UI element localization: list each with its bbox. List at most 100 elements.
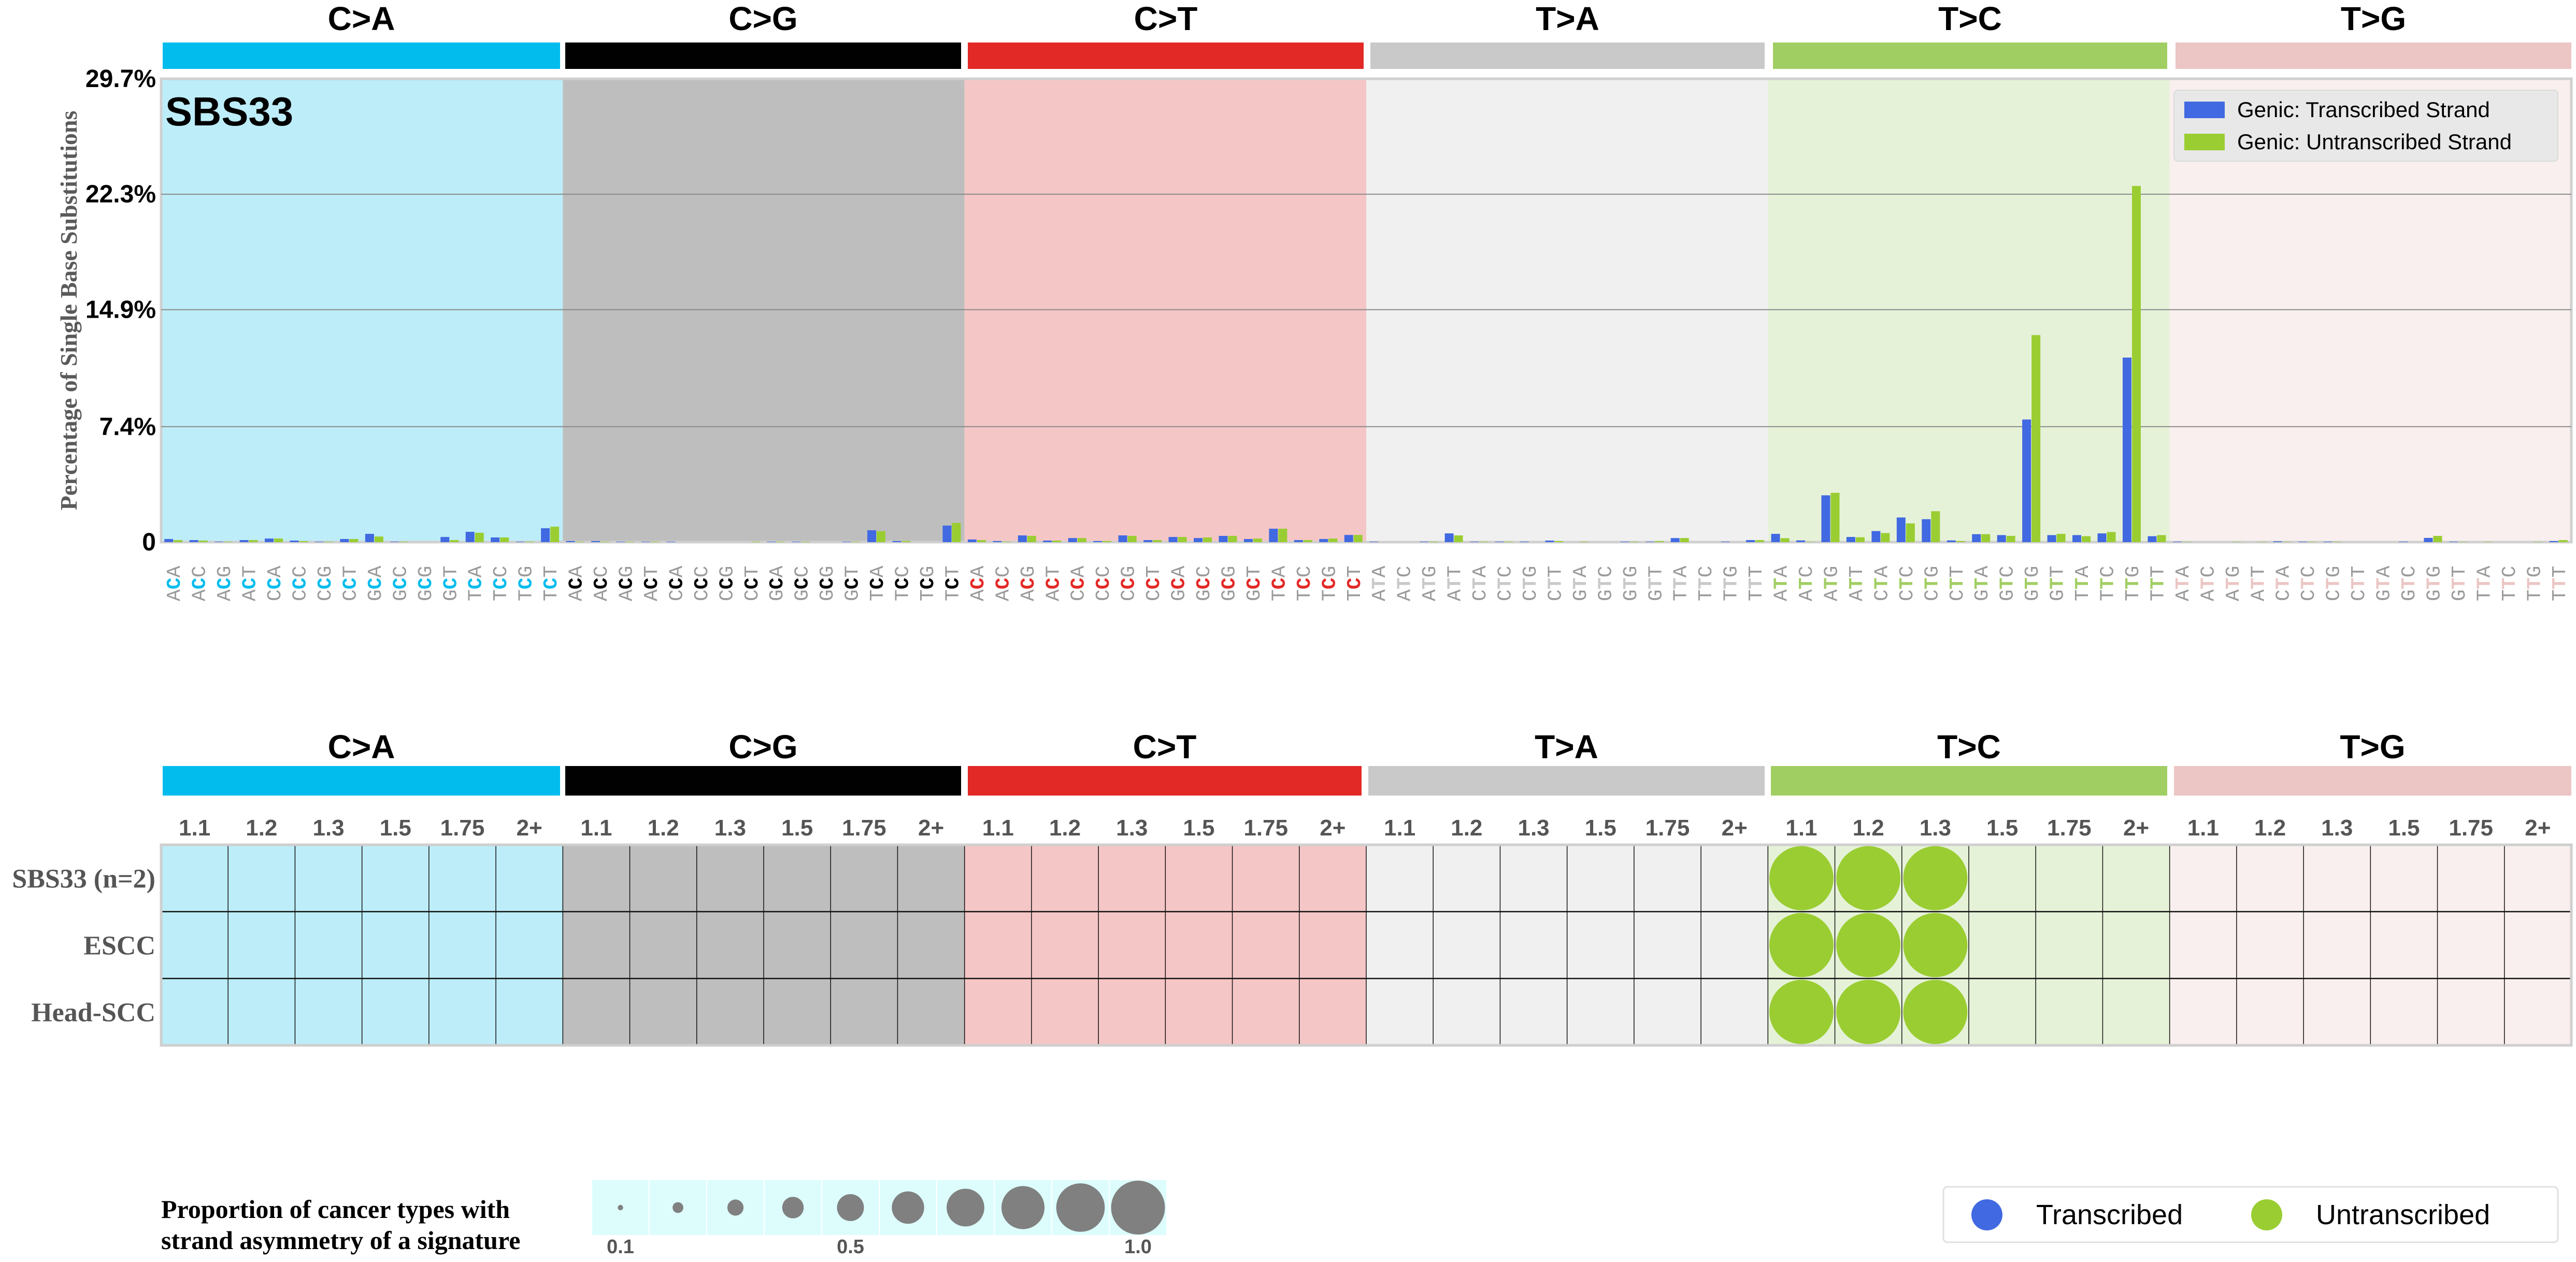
context-3prime: C: [992, 566, 1014, 578]
context-mutated-base: T: [1846, 577, 1868, 589]
bar-transcribed: [1093, 541, 1103, 542]
context-mutated-base: T: [1444, 577, 1467, 589]
asymmetry-dot: [1769, 846, 1834, 911]
context-5prime: T: [1670, 589, 1693, 601]
legend-box: [2173, 90, 2558, 162]
threshold-label: 1.5: [1585, 815, 1616, 841]
threshold-label: 1.3: [1518, 815, 1549, 841]
threshold-label: 1.3: [1920, 815, 1951, 841]
bar-untranscribed: [1077, 538, 1086, 542]
context-mutated-base: T: [2223, 577, 2245, 589]
context-5prime: G: [2047, 589, 2069, 601]
x-tick-label: CTA: [1469, 565, 1492, 601]
context-3prime: T: [1344, 566, 1366, 578]
x-tick-label: TTG: [1721, 566, 1743, 601]
context-5prime: C: [2273, 589, 2295, 601]
context-3prime: A: [666, 565, 688, 577]
bar-transcribed: [1821, 495, 1830, 542]
context-mutated-base: C: [566, 577, 588, 589]
x-tick-label: ACG: [1018, 566, 1040, 601]
context-mutated-base: C: [290, 577, 312, 589]
context-3prime: A: [1068, 565, 1090, 577]
context-5prime: T: [2499, 589, 2521, 601]
context-3prime: T: [1645, 566, 1667, 578]
context-5prime: C: [1469, 589, 1492, 601]
context-5prime: C: [1068, 589, 1090, 601]
context-mutated-base: C: [314, 577, 337, 589]
bar-untranscribed: [1052, 540, 1062, 542]
context-3prime: G: [716, 566, 738, 578]
threshold-label: 1.1: [1785, 815, 1817, 841]
threshold-label: 1.2: [1451, 815, 1482, 841]
bar-transcribed: [566, 541, 575, 542]
bar-transcribed: [2549, 541, 2558, 542]
x-tick-label: TCA: [465, 565, 488, 601]
context-5prime: G: [2398, 589, 2421, 601]
context-mutated-base: C: [917, 577, 939, 589]
context-mutated-base: C: [339, 577, 362, 589]
context-5prime: G: [817, 589, 839, 601]
bar-untranscribed: [1228, 535, 1237, 542]
bar-transcribed: [1846, 537, 1855, 542]
mutation-type-label: T>G: [2341, 0, 2406, 37]
bar-transcribed: [1018, 535, 1027, 542]
x-tick-label: GTG: [2022, 566, 2044, 601]
x-tick-label: GCT: [1243, 566, 1266, 601]
context-3prime: G: [1319, 566, 1341, 578]
bar-transcribed: [164, 538, 174, 542]
context-3prime: T: [741, 566, 764, 578]
context-mutated-base: T: [1620, 577, 1642, 589]
x-tick-label: TCG: [516, 566, 538, 601]
context-mutated-base: T: [2398, 577, 2421, 589]
context-mutated-base: T: [2323, 577, 2345, 589]
context-mutated-base: T: [1896, 577, 1919, 589]
context-5prime: A: [189, 589, 211, 601]
context-5prime: A: [641, 589, 663, 601]
bar-untranscribed: [198, 540, 208, 542]
bar-transcribed: [1168, 537, 1178, 542]
context-3prime: G: [415, 566, 437, 578]
context-mutated-base: C: [264, 577, 287, 589]
bar-untranscribed: [952, 522, 961, 542]
bar-untranscribed: [550, 527, 560, 542]
threshold-label: 1.2: [1853, 815, 1884, 841]
bar-transcribed: [1947, 540, 1956, 542]
context-5prime: A: [2172, 589, 2195, 601]
asymmetry-dot: [1903, 913, 1968, 977]
legend-entry: Transcribed: [2036, 1199, 2183, 1230]
size-legend-dot: [727, 1199, 744, 1216]
bar-transcribed: [2072, 535, 2082, 542]
context-mutated-base: T: [2423, 577, 2445, 589]
mutation-type-label: T>A: [1535, 728, 1598, 765]
context-3prime: A: [1570, 565, 1592, 577]
x-tick-label: GTA: [2373, 565, 2396, 601]
legend-swatch: [2184, 134, 2225, 150]
context-mutated-base: T: [2147, 577, 2169, 589]
context-3prime: C: [2197, 566, 2220, 578]
threshold-label: 1.75: [440, 815, 485, 841]
context-5prime: G: [766, 589, 789, 601]
threshold-label: 1.75: [2449, 815, 2493, 841]
mutation-type-label: T>C: [1938, 0, 2002, 37]
context-mutated-base: C: [741, 577, 764, 589]
context-5prime: C: [741, 589, 764, 601]
x-tick-label: CTT: [1947, 566, 1969, 601]
bar-untranscribed: [349, 538, 359, 542]
context-mutated-base: C: [1243, 577, 1266, 589]
context-3prime: C: [591, 566, 613, 578]
context-mutated-base: T: [2197, 577, 2220, 589]
context-mutated-base: T: [2172, 577, 2195, 589]
context-5prime: G: [1193, 589, 1215, 601]
context-mutated-base: T: [1947, 577, 1969, 589]
mutation-type-band: [565, 42, 961, 69]
context-3prime: A: [1469, 565, 1492, 577]
context-3prime: C: [390, 566, 412, 578]
context-3prime: C: [792, 566, 814, 578]
threshold-label: 2+: [1320, 815, 1346, 841]
context-3prime: G: [1419, 566, 1441, 578]
x-tick-label: TTC: [2097, 566, 2120, 601]
bar-transcribed: [1444, 533, 1454, 542]
legend-marker: [1971, 1199, 2002, 1230]
x-tick-label: GTA: [1570, 565, 1592, 601]
